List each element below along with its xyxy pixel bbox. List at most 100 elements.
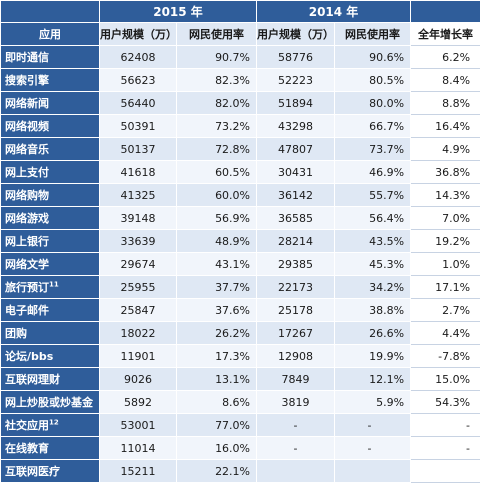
users-2015-cell: 15211 (99, 459, 177, 483)
rate-2014-cell: 80.5% (334, 68, 412, 92)
app-name-cell: 网络视频 (0, 114, 100, 138)
rate-2015-cell: 37.7% (175, 275, 258, 299)
year-2015-header: 2015 年 (98, 0, 258, 23)
growth-cell: 1.0% (410, 252, 480, 276)
growth-cell: 16.4% (410, 114, 480, 138)
app-name-label: 互联网理财 (5, 373, 60, 386)
users-2015-cell: 50137 (99, 137, 177, 161)
users-2015-cell: 62408 (99, 45, 177, 69)
rate-2014-cell: 73.7% (334, 137, 412, 161)
rate-2014-header: 网民使用率 (334, 22, 412, 46)
rate-2015-cell: 13.1% (175, 367, 258, 391)
users-2014-cell: 29385 (256, 252, 336, 276)
app-name-label: 网络音乐 (5, 143, 49, 156)
table-row: 电子邮件 25847 37.6% 25178 38.8% 2.7% (0, 298, 480, 322)
table-row: 团购 18022 26.2% 17267 26.6% 4.4% (0, 321, 480, 345)
rate-2014-cell: 12.1% (334, 367, 412, 391)
table-row: 即时通信 62408 90.7% 58776 90.6% 6.2% (0, 45, 480, 69)
footnote-marker: 12 (49, 418, 59, 427)
growth-cell: -7.8% (410, 344, 480, 368)
rate-2015-cell: 37.6% (175, 298, 258, 322)
users-2015-cell: 11014 (99, 436, 177, 460)
app-name-cell: 网络购物 (0, 183, 100, 207)
rate-2014-cell: 90.6% (334, 45, 412, 69)
app-name-cell: 互联网理财 (0, 367, 100, 391)
table-row: 网络视频 50391 73.2% 43298 66.7% 16.4% (0, 114, 480, 138)
app-name-cell: 网上支付 (0, 160, 100, 184)
growth-cell: 17.1% (410, 275, 480, 299)
rate-2015-cell: 17.3% (175, 344, 258, 368)
users-2014-cell: 12908 (256, 344, 336, 368)
rate-2015-cell: 8.6% (175, 390, 258, 414)
table-row: 互联网理财 9026 13.1% 7849 12.1% 15.0% (0, 367, 480, 391)
footnote-marker: 11 (49, 280, 59, 289)
app-name-cell: 旅行预订11 (0, 275, 100, 299)
rate-2015-cell: 22.1% (175, 459, 258, 483)
app-name-label: 网上支付 (5, 166, 49, 179)
rate-2015-cell: 60.5% (175, 160, 258, 184)
table-row: 网络购物 41325 60.0% 36142 55.7% 14.3% (0, 183, 480, 207)
users-2015-cell: 9026 (99, 367, 177, 391)
users-2015-cell: 5892 (99, 390, 177, 414)
users-2014-cell: 47807 (256, 137, 336, 161)
users-2015-cell: 33639 (99, 229, 177, 253)
rate-2015-cell: 26.2% (175, 321, 258, 345)
rate-2014-cell: 66.7% (334, 114, 412, 138)
users-2014-cell: 58776 (256, 45, 336, 69)
rate-2014-cell: 46.9% (334, 160, 412, 184)
users-2014-cell: 36142 (256, 183, 336, 207)
growth-cell: 14.3% (410, 183, 480, 207)
rate-2015-cell: 16.0% (175, 436, 258, 460)
app-name-label: 网络新闻 (5, 97, 49, 110)
users-2015-cell: 41325 (99, 183, 177, 207)
app-name-cell: 网络文学 (0, 252, 100, 276)
growth-cell (410, 459, 480, 483)
year-header-row: 2015 年 2014 年 (0, 0, 480, 23)
app-name-label: 搜索引擎 (5, 74, 49, 87)
growth-cell: 54.3% (410, 390, 480, 414)
users-2015-cell: 41618 (99, 160, 177, 184)
app-name-label: 电子邮件 (5, 304, 49, 317)
app-name-cell: 网络游戏 (0, 206, 100, 230)
users-2015-cell: 39148 (99, 206, 177, 230)
users-2015-cell: 29674 (99, 252, 177, 276)
app-column-header: 应用 (0, 22, 100, 46)
app-name-label: 互联网医疗 (5, 465, 60, 478)
app-name-cell: 网上炒股或炒基金 (0, 390, 100, 414)
header-corner (0, 0, 100, 23)
app-name-cell: 电子邮件 (0, 298, 100, 322)
users-2014-cell: 3819 (256, 390, 336, 414)
rate-2015-cell: 90.7% (175, 45, 258, 69)
rate-2015-cell: 43.1% (175, 252, 258, 276)
users-2015-cell: 11901 (99, 344, 177, 368)
growth-cell: - (410, 413, 480, 437)
users-2014-cell: 7849 (256, 367, 336, 391)
users-2014-cell: 28214 (256, 229, 336, 253)
table-row: 网络文学 29674 43.1% 29385 45.3% 1.0% (0, 252, 480, 276)
users-2015-cell: 56440 (99, 91, 177, 115)
rate-2015-cell: 60.0% (175, 183, 258, 207)
users-2014-header: 用户规模（万） (256, 22, 336, 46)
users-2015-cell: 25847 (99, 298, 177, 322)
users-2014-cell: 51894 (256, 91, 336, 115)
rate-2014-cell: 26.6% (334, 321, 412, 345)
growth-cell: 36.8% (410, 160, 480, 184)
app-name-label: 即时通信 (5, 51, 49, 64)
growth-cell: 4.9% (410, 137, 480, 161)
users-2014-cell: 22173 (256, 275, 336, 299)
users-2014-cell: 30431 (256, 160, 336, 184)
table-row: 网上炒股或炒基金 5892 8.6% 3819 5.9% 54.3% (0, 390, 480, 414)
rate-2014-cell: 19.9% (334, 344, 412, 368)
users-2015-cell: 18022 (99, 321, 177, 345)
app-name-label: 网络游戏 (5, 212, 49, 225)
rate-2015-cell: 77.0% (175, 413, 258, 437)
table-row: 社交应用12 53001 77.0% - - - (0, 413, 480, 437)
year-2014-header: 2014 年 (256, 0, 412, 23)
rate-2015-cell: 72.8% (175, 137, 258, 161)
table-row: 搜索引擎 56623 82.3% 52223 80.5% 8.4% (0, 68, 480, 92)
growth-cell: - (410, 436, 480, 460)
app-name-cell: 网络音乐 (0, 137, 100, 161)
app-name-label: 网络视频 (5, 120, 49, 133)
app-name-cell: 在线教育 (0, 436, 100, 460)
